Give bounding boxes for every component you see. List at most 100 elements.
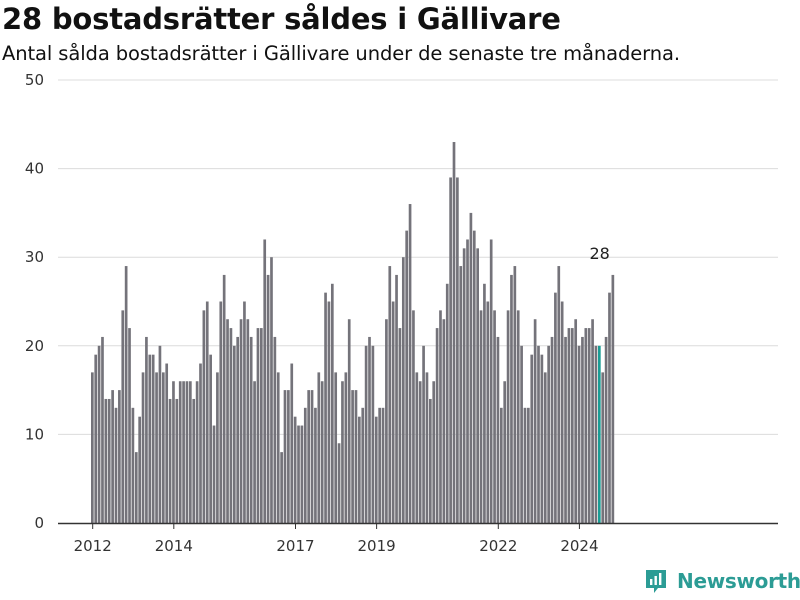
bar — [516, 310, 520, 523]
bar — [540, 354, 544, 523]
bar — [594, 345, 598, 523]
bar — [422, 345, 425, 523]
bar — [91, 372, 94, 523]
y-tick-label: 50 — [25, 71, 44, 89]
bar — [537, 345, 540, 523]
bar — [155, 372, 158, 523]
bar — [364, 345, 368, 523]
bar — [303, 407, 307, 523]
bar — [496, 336, 500, 523]
bar — [192, 398, 196, 523]
bar — [452, 142, 456, 523]
bar — [523, 407, 527, 523]
bar — [581, 336, 584, 523]
bar — [499, 407, 503, 523]
bar — [503, 381, 507, 523]
bar — [307, 390, 310, 523]
bar — [290, 363, 294, 523]
chart-subtitle: Antal sålda bostadsrätter i Gällivare un… — [2, 42, 680, 65]
bar — [300, 425, 304, 523]
bar — [310, 390, 314, 523]
bar — [276, 372, 280, 523]
bar — [249, 336, 253, 523]
bar — [138, 416, 141, 523]
bar — [439, 310, 442, 523]
bar — [293, 416, 297, 523]
bar — [435, 328, 439, 523]
bar — [118, 390, 121, 523]
bar — [158, 345, 162, 523]
bar — [398, 328, 402, 523]
y-tick-label: 20 — [25, 337, 44, 355]
bar — [604, 336, 608, 523]
x-tick-label: 2017 — [276, 537, 314, 555]
x-axis-ticks: 2012 2014 2017 2019 2022 2024 — [74, 523, 599, 555]
highlight-data-label: 28 — [590, 244, 610, 263]
brand-name: Newsworthy — [677, 569, 800, 593]
bar — [178, 381, 182, 523]
bar — [97, 345, 101, 523]
bar — [510, 274, 513, 523]
bar — [168, 398, 172, 523]
bar — [358, 416, 361, 523]
bar — [472, 230, 476, 523]
bar — [354, 390, 358, 523]
bar — [124, 266, 128, 523]
bar — [408, 204, 412, 524]
bar — [459, 266, 463, 523]
bar — [239, 319, 243, 523]
bar — [564, 336, 567, 523]
bar — [378, 407, 381, 523]
bar — [297, 425, 300, 523]
bar — [479, 310, 483, 523]
brand-logo: Newsworthy — [644, 568, 800, 594]
bar — [550, 336, 554, 523]
bar — [141, 372, 145, 523]
x-tick-label: 2022 — [479, 537, 517, 555]
x-tick-label: 2012 — [74, 537, 112, 555]
bar — [175, 398, 179, 523]
bar — [401, 257, 405, 523]
bar — [216, 372, 219, 523]
bar — [287, 390, 290, 523]
bar — [456, 177, 459, 523]
bar — [107, 398, 111, 523]
bar — [466, 239, 469, 524]
y-tick-label: 30 — [25, 248, 44, 266]
bar — [334, 372, 338, 523]
x-tick-label: 2019 — [358, 537, 396, 555]
bar — [483, 283, 486, 523]
bar — [128, 328, 131, 523]
bar — [608, 292, 611, 523]
bar — [212, 425, 216, 523]
y-tick-label: 40 — [25, 160, 44, 178]
bar — [554, 292, 557, 523]
bar — [584, 328, 588, 523]
bar — [324, 292, 327, 523]
bar — [209, 354, 212, 523]
bar — [381, 407, 385, 523]
bar — [344, 372, 348, 523]
bar — [199, 363, 202, 523]
bar — [429, 398, 432, 523]
bar — [151, 354, 155, 523]
bar — [327, 301, 331, 523]
bar — [263, 239, 267, 524]
bar — [94, 354, 98, 523]
bar — [182, 381, 185, 523]
bar — [432, 381, 436, 523]
bar — [260, 328, 263, 523]
bar — [462, 248, 466, 523]
bar — [493, 310, 496, 523]
bar — [543, 372, 547, 523]
newsworthy-logo-icon — [646, 570, 666, 593]
bar — [405, 230, 409, 523]
bar — [547, 345, 550, 523]
bar — [347, 319, 351, 523]
bar — [283, 390, 287, 523]
bar — [374, 416, 378, 523]
bar — [560, 301, 564, 523]
bar — [270, 257, 273, 523]
bar — [591, 319, 594, 523]
bar — [527, 407, 530, 523]
